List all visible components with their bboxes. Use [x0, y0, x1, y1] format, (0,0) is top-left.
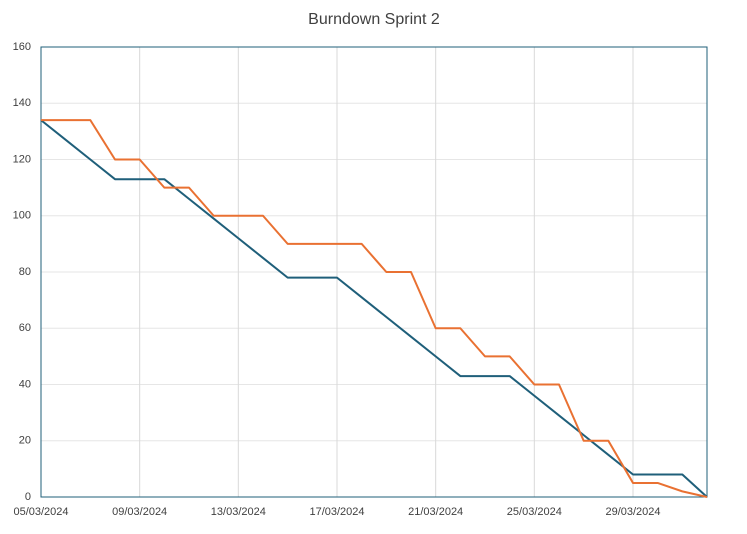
y-tick-label: 120: [13, 153, 31, 165]
y-tick-label: 140: [13, 97, 31, 109]
chart-title: Burndown Sprint 2: [308, 11, 440, 28]
y-tick-label: 20: [19, 435, 31, 447]
x-tick-label: 13/03/2024: [211, 506, 266, 518]
series-line: [40, 119, 708, 498]
series-line: [41, 119, 708, 498]
x-tick-label: 05/03/2024: [13, 506, 68, 518]
x-tick-label: 29/03/2024: [605, 506, 660, 518]
x-tick-label: 21/03/2024: [408, 506, 463, 518]
x-tick-label: 17/03/2024: [309, 506, 364, 518]
y-tick-label: 80: [19, 266, 31, 278]
y-tick-label: 160: [13, 41, 31, 53]
x-tick-label: 25/03/2024: [507, 506, 562, 518]
y-tick-label: 60: [19, 322, 31, 334]
plot-frame: [40, 46, 708, 498]
y-tick-label: 40: [19, 378, 31, 390]
y-tick-label: 0: [25, 491, 31, 503]
y-tick-label: 100: [13, 210, 31, 222]
x-tick-label: 09/03/2024: [112, 506, 167, 518]
